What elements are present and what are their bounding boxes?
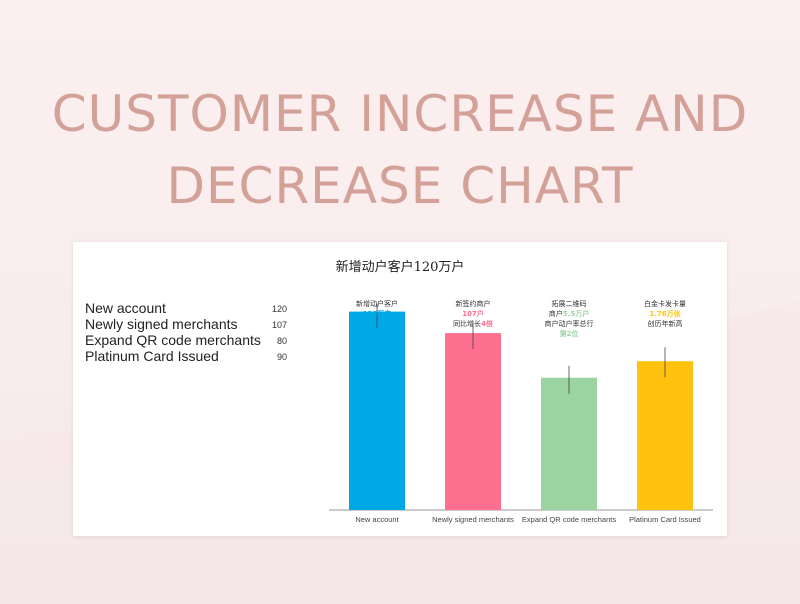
chart-card: 新增动户客户 120万户 New account 120 Newly signed… <box>73 242 727 536</box>
annotation-text: 4倍 <box>481 320 493 328</box>
annotation-line: 同比增长4倍 <box>428 319 518 329</box>
bar-annotation: 白金卡发卡量 1.76万张 创历年新高 <box>620 299 710 329</box>
table-category: Newly signed merchants <box>85 316 238 332</box>
bar-annotation: 拓展二维码 商户5.5万户 商户动户率总行 第2位 <box>524 299 614 339</box>
x-tick-label: Newly signed merchants <box>432 515 514 524</box>
x-tick-label: Expand QR code merchants <box>522 515 616 524</box>
annotation-text: 1.76万张 <box>649 310 681 318</box>
annotation-text: 第2位 <box>559 330 579 338</box>
annotation-text: 白金卡发卡量 <box>644 300 686 308</box>
bar-1 <box>445 333 501 510</box>
chart-title: 新增动户客户120万户 <box>335 260 465 275</box>
annotation-text: 创历年新高 <box>647 320 683 328</box>
annotation-text: 107户 <box>462 310 484 318</box>
annotation-line: 第2位 <box>524 329 614 339</box>
table-value: 120 <box>271 304 287 314</box>
bar-3 <box>637 361 693 510</box>
annotation-text: 商户动户率总行 <box>544 320 594 328</box>
annotation-text: 拓展二维码 <box>551 300 587 308</box>
annotation-line: 1.76万张 <box>620 309 710 319</box>
annotation-text: 120万户 <box>362 310 392 318</box>
annotation-text: 5.5万户 <box>562 310 590 318</box>
table-value: 90 <box>276 352 287 362</box>
annotation-line: 120万户 <box>332 309 422 319</box>
data-table: New account 120 Newly signed merchants 1… <box>85 300 287 364</box>
annotation-line: 商户动户率总行 <box>524 319 614 329</box>
table-value: 107 <box>271 320 287 330</box>
annotation-text: 新签约商户 <box>455 300 491 308</box>
annotation-line: 创历年新高 <box>620 319 710 329</box>
annotation-text: 同比增长 <box>453 320 482 328</box>
headline-line-1: CUSTOMER INCREASE AND <box>51 85 749 143</box>
bar-2 <box>541 377 597 510</box>
annotation-line: 白金卡发卡量 <box>620 299 710 309</box>
x-tick-label: Platinum Card Issued <box>629 515 701 524</box>
table-category: Platinum Card Issued <box>85 348 219 364</box>
table-row: Expand QR code merchants 80 <box>85 332 287 348</box>
bar-annotation: 新增动户客户 120万户 <box>332 299 422 319</box>
x-tick-label: New account <box>355 515 399 524</box>
page-headline: CUSTOMER INCREASE AND DECREASE CHART <box>0 78 800 222</box>
table-value: 80 <box>276 336 287 346</box>
table-category: New account <box>85 300 166 316</box>
annotation-text: 商户 <box>548 310 563 318</box>
annotation-line: 107户 <box>428 309 518 319</box>
table-category: Expand QR code merchants <box>85 332 261 348</box>
bar-0 <box>349 311 405 510</box>
annotation-line: 新增动户客户 <box>332 299 422 309</box>
annotation-line: 新签约商户 <box>428 299 518 309</box>
annotation-text: 新增动户客户 <box>356 300 398 308</box>
table-row: Newly signed merchants 107 <box>85 316 287 332</box>
bar-annotation: 新签约商户 107户 同比增长4倍 <box>428 299 518 329</box>
annotation-line: 拓展二维码 <box>524 299 614 309</box>
bar-chart: New account Newly signed merchants Expand … <box>329 303 713 524</box>
annotation-line: 商户5.5万户 <box>524 309 614 319</box>
table-row: New account 120 <box>85 300 287 316</box>
table-row: Platinum Card Issued 90 <box>85 348 287 364</box>
headline-line-2: DECREASE CHART <box>166 157 634 215</box>
